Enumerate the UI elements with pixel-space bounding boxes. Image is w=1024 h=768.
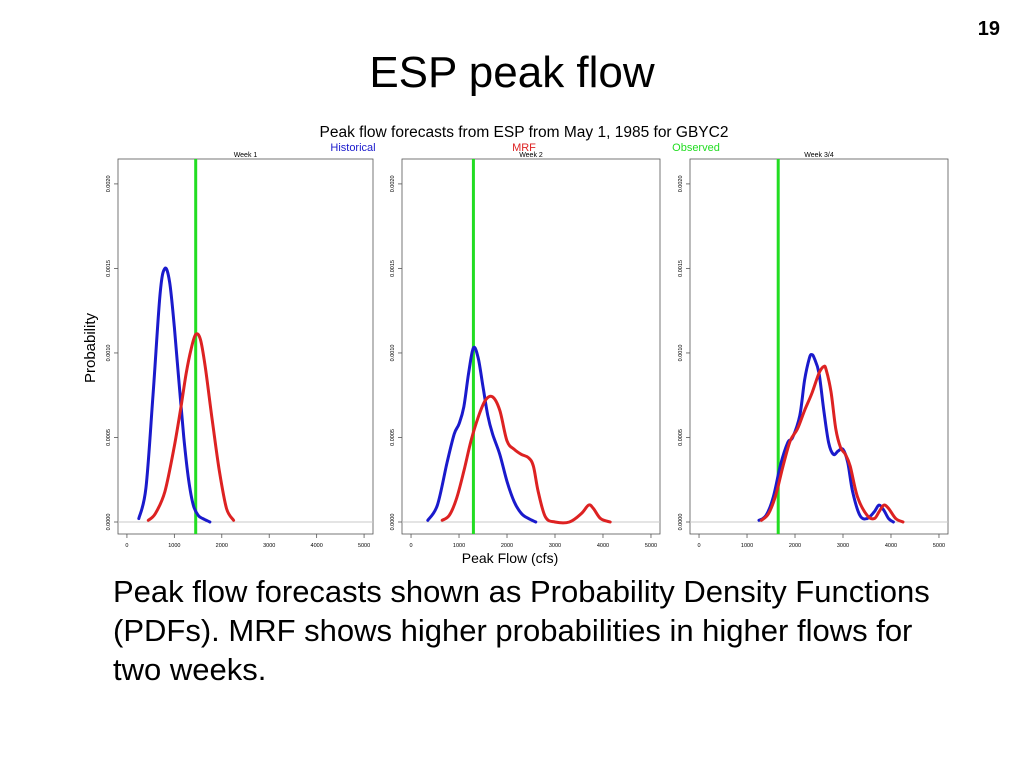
legend: Historical MRF Observed: [330, 142, 719, 154]
slide-caption: Peak flow forecasts shown as Probability…: [113, 574, 930, 687]
x-tick-label: 3000: [263, 543, 275, 549]
x-tick-label: 4000: [885, 543, 897, 549]
panel-frame: [117, 158, 374, 535]
panel-title: Week 1: [234, 152, 258, 159]
x-tick-label: 0: [125, 543, 128, 549]
panel-1: Week 1 0.0000 0.0005 0.0010 0.0015 0.0020 0 100…: [106, 152, 374, 549]
legend-observed: Observed: [672, 142, 720, 154]
y-tick-label: 0.0015: [678, 260, 684, 277]
x-tick-label: 2000: [501, 543, 513, 549]
chart-panels: Week 1 0.0000 0.0005 0.0010 0.0015 0.0020 0 100…: [106, 152, 949, 549]
y-tick-label: 0.0015: [106, 260, 112, 277]
series-historical-line: [757, 353, 895, 524]
y-tick-label: 0.0000: [678, 514, 684, 531]
legend-mrf: MRF: [512, 142, 536, 154]
x-tick-label: 5000: [645, 543, 657, 549]
x-tick-label: 0: [409, 543, 412, 549]
x-tick-label: 1000: [741, 543, 753, 549]
y-tick-label: 0.0000: [106, 514, 112, 531]
y-tick-label: 0.0005: [678, 429, 684, 446]
y-tick-label: 0.0010: [678, 345, 684, 362]
series-mrf-line: [759, 364, 905, 524]
series-mrf-line: [146, 332, 236, 522]
x-tick-label: 3000: [837, 543, 849, 549]
series-historical-line: [426, 345, 538, 524]
y-tick-label: 0.0020: [678, 175, 684, 192]
y-tick-label: 0.0000: [390, 514, 396, 531]
y-tick-label: 0.0005: [390, 429, 396, 446]
x-tick-label: 5000: [933, 543, 945, 549]
slide-number: 19: [977, 18, 1000, 40]
series-mrf-line: [440, 394, 612, 525]
y-tick-label: 0.0020: [390, 175, 396, 192]
x-axis-label: Peak Flow (cfs): [462, 550, 558, 566]
x-tick-label: 2000: [789, 543, 801, 549]
y-tick-label: 0.0015: [390, 260, 396, 277]
y-tick-label: 0.0020: [106, 175, 112, 192]
y-tick-label: 0.0010: [390, 345, 396, 362]
chart-title: Peak flow forecasts from ESP from May 1,…: [320, 124, 729, 141]
x-tick-label: 0: [697, 543, 700, 549]
y-tick-label: 0.0005: [106, 429, 112, 446]
panel-frame: [401, 158, 661, 535]
series-historical-line: [137, 266, 212, 524]
panel-frame: [689, 158, 949, 535]
x-tick-label: 1000: [453, 543, 465, 549]
panel-2: Week 2 0.0000 0.0005 0.0010 0.0015 0.0020 0 100…: [390, 152, 661, 549]
panel-title: Week 3/4: [804, 152, 834, 159]
panel-3: Week 3/4 0.0000 0.0005 0.0010 0.0015 0.0020 0 1…: [678, 152, 949, 549]
panel-title: Week 2: [519, 152, 543, 159]
x-tick-label: 2000: [216, 543, 228, 549]
x-tick-label: 5000: [358, 543, 370, 549]
y-axis-label: Probability: [82, 312, 99, 383]
x-tick-label: 4000: [597, 543, 609, 549]
slide-title: ESP peak flow: [369, 48, 655, 97]
legend-historical: Historical: [330, 142, 375, 154]
y-tick-label: 0.0010: [106, 345, 112, 362]
x-tick-label: 1000: [168, 543, 180, 549]
x-tick-label: 4000: [311, 543, 323, 549]
x-tick-label: 3000: [549, 543, 561, 549]
